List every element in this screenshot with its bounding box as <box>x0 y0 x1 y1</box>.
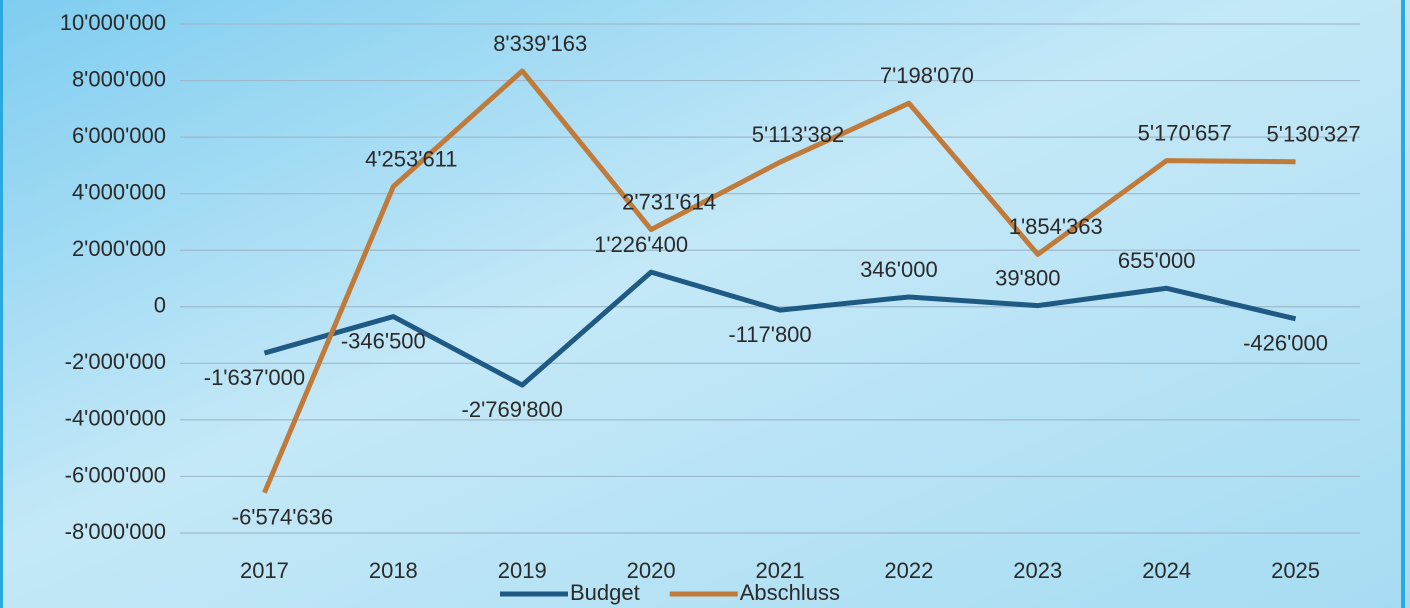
data-label: -6'574'636 <box>232 505 333 530</box>
y-tick-label: 2'000'000 <box>72 236 166 261</box>
data-label: -2'769'800 <box>462 397 563 422</box>
data-label: 8'339'163 <box>493 31 587 56</box>
y-tick-label: -6'000'000 <box>65 462 166 487</box>
data-label: -346'500 <box>341 328 426 353</box>
y-tick-label: -2'000'000 <box>65 349 166 374</box>
x-tick-label: 2018 <box>369 558 418 583</box>
y-tick-label: 0 <box>154 293 166 318</box>
data-label: 5'113'382 <box>752 122 844 147</box>
x-tick-label: 2019 <box>498 558 547 583</box>
legend-label: Abschluss <box>740 580 840 605</box>
x-tick-label: 2024 <box>1142 558 1191 583</box>
data-label: 1'226'400 <box>594 232 688 257</box>
x-tick-label: 2022 <box>884 558 933 583</box>
y-tick-label: 10'000'000 <box>60 10 166 35</box>
y-tick-label: -4'000'000 <box>65 406 166 431</box>
data-label: 655'000 <box>1118 248 1196 273</box>
data-label: 346'000 <box>860 257 938 282</box>
legend-label: Budget <box>570 580 640 605</box>
data-label: 1'854'363 <box>1009 214 1103 239</box>
data-label: 5'170'657 <box>1138 120 1232 145</box>
data-label: 7'198'070 <box>880 63 974 88</box>
y-tick-label: 6'000'000 <box>72 123 166 148</box>
series-line <box>263 269 1297 388</box>
data-label: 4'253'611 <box>365 146 457 171</box>
data-label: 5'130'327 <box>1267 122 1361 147</box>
y-tick-label: 4'000'000 <box>72 179 166 204</box>
x-tick-label: 2020 <box>627 558 676 583</box>
x-tick-label: 2025 <box>1271 558 1320 583</box>
y-tick-label: -8'000'000 <box>65 519 166 544</box>
plot-area: -8'000'000 -6'000'000 -4'000'000 -2'000'000… <box>60 10 1361 605</box>
data-label: -1'637'000 <box>204 365 305 390</box>
series-line <box>262 68 1296 494</box>
y-tick-label: 8'000'000 <box>72 66 166 91</box>
x-tick-label: 2023 <box>1013 558 1062 583</box>
data-label: -117'800 <box>728 322 811 347</box>
data-label: 2'731'614 <box>622 189 716 214</box>
data-label: -426'000 <box>1243 331 1328 356</box>
x-tick-label: 2017 <box>240 558 289 583</box>
x-tick-label: 2021 <box>756 558 805 583</box>
data-label: 39'800 <box>995 265 1060 290</box>
